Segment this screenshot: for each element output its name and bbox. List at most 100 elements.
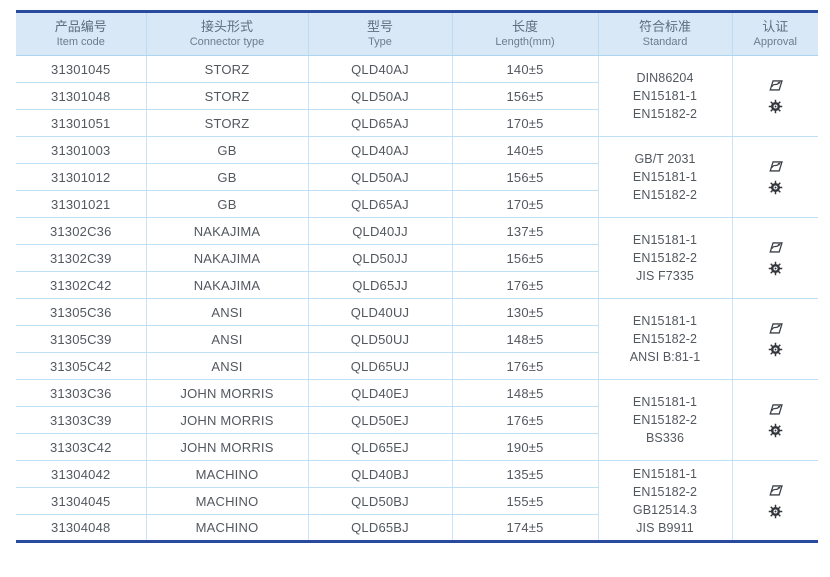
length-cell: 190±5: [451, 433, 598, 461]
column-header-en: Approval: [753, 35, 797, 48]
header-row: 产品编号 Item code 接头形式 Connector type 型号 Type 长度 L…: [16, 11, 818, 56]
standards-cell: EN15181-1 EN15182-2 BS336: [597, 379, 732, 461]
type-cell: QLD65BJ: [307, 514, 452, 542]
length-cell: 176±5: [451, 271, 598, 299]
connector-cell: GB: [145, 190, 308, 218]
type-cell: QLD40EJ: [307, 379, 452, 407]
length-cell: 176±5: [451, 406, 598, 434]
gear-seal-icon: [768, 423, 782, 438]
table-row: 31301021 GB QLD65AJ 170±5: [16, 190, 818, 218]
connector-cell: ANSI: [145, 325, 308, 353]
column-header-en: Type: [368, 35, 392, 48]
column-header-standard: 符合标准 Standard: [597, 11, 732, 56]
table-row: 31301003 GB QLD40AJ 140±5 GB/T 2031 EN15181-1…: [16, 136, 818, 218]
column-header-en: Standard: [642, 35, 688, 48]
standard-line: EN15182-2: [632, 332, 698, 346]
approval-icon-stack: [733, 402, 819, 438]
code-cell: 31303C39: [16, 406, 146, 434]
type-cell: QLD65UJ: [307, 352, 452, 380]
code-cell: 31303C42: [16, 433, 146, 461]
length-cell: 137±5: [451, 217, 598, 245]
type-cell: QLD40AJ: [307, 136, 452, 164]
code-cell: 31302C39: [16, 244, 146, 272]
certification-stamp-icon: [769, 161, 784, 172]
standard-line: EN15182-2: [632, 188, 698, 202]
code-cell: 31303C36: [16, 379, 146, 407]
table-row: 31305C36 ANSI QLD40UJ 130±5 EN15181-1 EN15182…: [16, 298, 818, 380]
type-cell: QLD50JJ: [307, 244, 452, 272]
approval-icon-stack: [733, 240, 819, 276]
code-cell: 31301012: [16, 163, 146, 191]
length-cell: 155±5: [451, 487, 598, 515]
column-header-zh: 认证: [762, 18, 789, 34]
code-cell: 31302C42: [16, 271, 146, 299]
connector-cell: NAKAJIMA: [145, 244, 308, 272]
connector-cell: MACHINO: [145, 460, 308, 488]
approval-cell: [731, 298, 818, 380]
connector-cell: ANSI: [145, 352, 308, 380]
table-row: 31304045 MACHINO QLD50BJ 155±5: [16, 487, 818, 515]
standard-line: EN15181-1: [632, 170, 698, 184]
standard-line: EN15181-1: [632, 233, 698, 247]
gear-seal-icon: [768, 180, 782, 195]
column-header-item-code: 产品编号 Item code: [16, 11, 146, 56]
approval-cell: [731, 379, 819, 461]
connector-cell: GB: [145, 136, 308, 164]
standard-line: EN15182-2: [632, 413, 698, 427]
connector-cell: JOHN MORRIS: [145, 433, 308, 461]
standard-line: JIS F7335: [636, 269, 694, 283]
table-row: 31302C39 NAKAJIMA QLD50JJ 156±5: [16, 244, 818, 272]
code-cell: 31304045: [16, 487, 146, 515]
table-row: 31302C36 NAKAJIMA QLD40JJ 137±5 EN15181-1 EN1…: [16, 217, 818, 299]
approval-icon-stack: [733, 159, 819, 195]
type-cell: QLD50EJ: [307, 406, 452, 434]
code-cell: 31301003: [16, 136, 146, 164]
standard-line: EN15181-1: [632, 466, 698, 481]
standard-line: EN15182-2: [632, 251, 698, 265]
approval-icon-stack: [733, 78, 819, 114]
certification-stamp-icon: [769, 323, 784, 334]
connector-cell: NAKAJIMA: [145, 217, 308, 245]
connector-cell: JOHN MORRIS: [145, 379, 308, 407]
type-cell: QLD40AJ: [307, 55, 452, 83]
certification-stamp-icon: [769, 404, 784, 415]
connector-cell: MACHINO: [145, 487, 308, 515]
type-cell: QLD65AJ: [307, 109, 452, 137]
gear-seal-icon: [768, 504, 782, 518]
standard-line: EN15181-1: [632, 314, 698, 328]
code-cell: 31305C39: [16, 325, 146, 353]
length-cell: 156±5: [451, 163, 598, 191]
column-header-zh: 符合标准: [638, 18, 691, 34]
product-spec-table: 产品编号 Item code 接头形式 Connector type 型号 Type 长度 L…: [16, 10, 818, 543]
length-cell: 140±5: [451, 55, 598, 83]
length-cell: 170±5: [451, 190, 598, 218]
standards-cell: DIN86204 EN15181-1 EN15182-2: [597, 55, 732, 137]
approval-cell: [731, 460, 818, 542]
gear-seal-icon: [768, 342, 782, 357]
standard-line: EN15181-1: [632, 89, 698, 103]
code-cell: 31301045: [16, 55, 146, 83]
standard-line: DIN86204: [636, 71, 694, 85]
column-header-zh: 长度: [511, 18, 538, 34]
standards-cell: GB/T 2031 EN15181-1 EN15182-2: [597, 136, 732, 218]
standard-line: EN15181-1: [632, 395, 698, 409]
table-row: 31305C39 ANSI QLD50UJ 148±5: [16, 325, 818, 353]
standard-line: GB12514.3: [632, 502, 698, 517]
type-cell: QLD50BJ: [307, 487, 452, 515]
type-cell: QLD40UJ: [307, 298, 452, 326]
standard-line: GB/T 2031: [634, 152, 696, 166]
standard-line: BS336: [645, 431, 685, 445]
certification-stamp-icon: [769, 80, 784, 91]
length-cell: 174±5: [451, 514, 598, 542]
gear-seal-icon: [768, 99, 782, 114]
column-header-zh: 型号: [366, 18, 393, 34]
code-cell: 31301048: [16, 82, 146, 110]
code-cell: 31301051: [16, 109, 146, 137]
connector-cell: NAKAJIMA: [145, 271, 308, 299]
type-cell: QLD50AJ: [307, 82, 452, 110]
column-header-connector-type: 接头形式 Connector type: [145, 11, 308, 56]
gear-seal-icon: [768, 261, 782, 276]
table-row: 31301012 GB QLD50AJ 156±5: [16, 163, 818, 191]
table-row: 31303C42 JOHN MORRIS QLD65EJ 190±5: [16, 433, 818, 461]
table-row: 31303C36 JOHN MORRIS QLD40EJ 148±5 EN15181-1…: [16, 379, 818, 461]
